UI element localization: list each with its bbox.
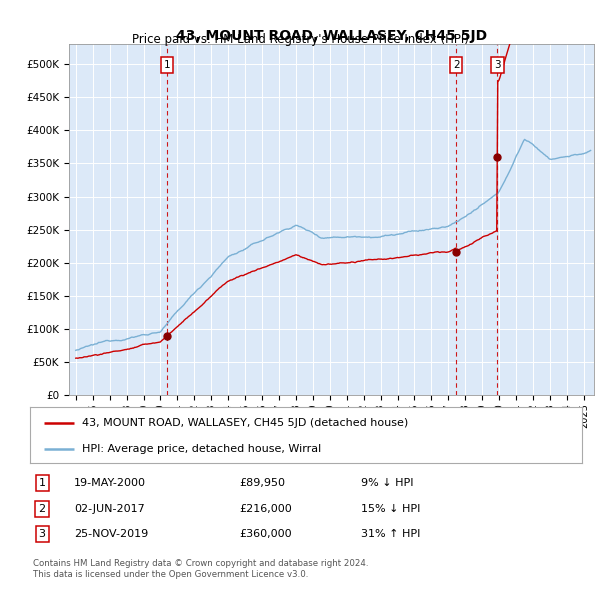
- Text: HPI: Average price, detached house, Wirral: HPI: Average price, detached house, Wirr…: [82, 444, 322, 454]
- Text: 2: 2: [38, 504, 46, 514]
- Text: 19-MAY-2000: 19-MAY-2000: [74, 478, 146, 489]
- Text: 25-NOV-2019: 25-NOV-2019: [74, 529, 148, 539]
- Text: £216,000: £216,000: [240, 504, 293, 514]
- Title: 43, MOUNT ROAD, WALLASEY, CH45 5JD: 43, MOUNT ROAD, WALLASEY, CH45 5JD: [176, 29, 487, 43]
- Text: Price paid vs. HM Land Registry's House Price Index (HPI): Price paid vs. HM Land Registry's House …: [131, 33, 469, 46]
- Text: Contains HM Land Registry data © Crown copyright and database right 2024.: Contains HM Land Registry data © Crown c…: [33, 559, 368, 568]
- Text: £360,000: £360,000: [240, 529, 292, 539]
- Text: 1: 1: [164, 60, 170, 70]
- Text: 3: 3: [494, 60, 501, 70]
- Text: 02-JUN-2017: 02-JUN-2017: [74, 504, 145, 514]
- Text: 43, MOUNT ROAD, WALLASEY, CH45 5JD (detached house): 43, MOUNT ROAD, WALLASEY, CH45 5JD (deta…: [82, 418, 409, 428]
- Text: 2: 2: [453, 60, 460, 70]
- Text: This data is licensed under the Open Government Licence v3.0.: This data is licensed under the Open Gov…: [33, 570, 308, 579]
- Text: 1: 1: [38, 478, 46, 489]
- Text: 3: 3: [38, 529, 46, 539]
- Text: 9% ↓ HPI: 9% ↓ HPI: [361, 478, 414, 489]
- Text: £89,950: £89,950: [240, 478, 286, 489]
- Text: 31% ↑ HPI: 31% ↑ HPI: [361, 529, 421, 539]
- Text: 15% ↓ HPI: 15% ↓ HPI: [361, 504, 421, 514]
